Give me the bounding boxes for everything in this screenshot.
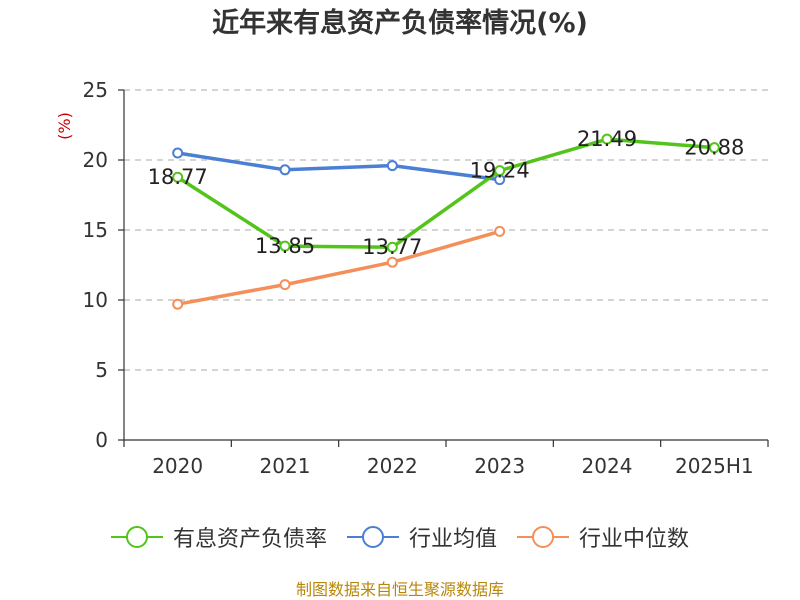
chart-title: 近年来有息资产负债率情况(%) xyxy=(212,8,588,39)
data-point xyxy=(601,133,613,145)
data-point xyxy=(172,298,184,310)
data-labels: 18.77 13.85 13.77 19.24 21.49 20.88 xyxy=(148,127,745,259)
legend-item-interest-ratio[interactable]: 有息资产负债率 xyxy=(110,521,327,553)
legend-marker-icon xyxy=(110,525,163,549)
x-tick-label: 2021 xyxy=(260,454,311,478)
data-label: 18.77 xyxy=(148,165,208,189)
data-point xyxy=(494,165,506,177)
data-point xyxy=(172,171,184,183)
legend-item-industry-median[interactable]: 行业中位数 xyxy=(517,521,689,553)
y-tick-label: 10 xyxy=(83,288,108,312)
legend-dot xyxy=(361,526,384,548)
data-label: 13.77 xyxy=(362,235,422,259)
y-axis-ticks: 0 5 10 15 20 25 xyxy=(83,78,124,452)
x-tick-label: 2020 xyxy=(152,454,203,478)
series-line xyxy=(175,137,717,249)
data-label: 20.88 xyxy=(684,136,744,160)
y-tick-label: 5 xyxy=(95,358,108,382)
data-label: 13.85 xyxy=(255,234,315,258)
data-point xyxy=(708,142,720,154)
data-label: 21.49 xyxy=(577,127,637,151)
series-line xyxy=(175,229,502,306)
x-axis-ticks: 2020 2021 2022 2023 2024 2025H1 xyxy=(123,440,769,478)
data-label: 19.24 xyxy=(470,159,530,183)
data-point xyxy=(386,160,398,172)
legend-label: 行业均值 xyxy=(408,527,497,552)
data-point xyxy=(279,164,291,176)
legend-label: 行业中位数 xyxy=(579,527,690,552)
x-tick-label: 2023 xyxy=(474,454,525,478)
x-tick-label: 2022 xyxy=(367,454,418,478)
series-layer xyxy=(172,133,720,310)
series-line xyxy=(175,151,502,182)
y-tick-label: 0 xyxy=(95,428,108,452)
legend-item-industry-mean[interactable]: 行业均值 xyxy=(346,521,497,553)
legend-dot xyxy=(532,526,554,548)
x-tick-label: 2025H1 xyxy=(675,454,754,478)
data-point xyxy=(279,279,291,291)
source-note: 制图数据来自恒生聚源数据库 xyxy=(295,580,504,599)
legend-marker-icon xyxy=(517,525,569,549)
x-tick-label: 2024 xyxy=(582,454,633,478)
data-point xyxy=(279,240,291,252)
y-tick-label: 20 xyxy=(83,148,108,172)
gridlines xyxy=(124,89,768,371)
y-tick-label: 15 xyxy=(83,218,108,242)
axes xyxy=(123,90,768,441)
legend: 有息资产负债率 行业均值 行业中位数 xyxy=(0,518,800,556)
data-point xyxy=(172,147,184,159)
legend-dot xyxy=(125,526,148,548)
y-axis-label: (%) xyxy=(55,112,74,140)
legend-marker-icon xyxy=(346,525,399,549)
data-point xyxy=(386,241,398,253)
data-point xyxy=(494,225,506,237)
y-tick-label: 25 xyxy=(83,78,108,102)
legend-label: 有息资产负债率 xyxy=(172,527,327,552)
data-point xyxy=(386,256,398,268)
